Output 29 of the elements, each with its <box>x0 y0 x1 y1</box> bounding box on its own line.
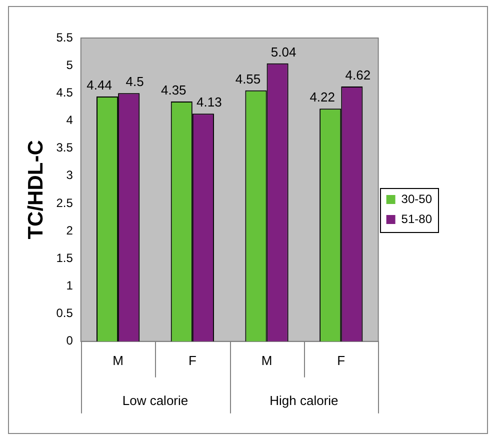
data-label: 4.35 <box>160 82 186 98</box>
y-tick-label: 1.5 <box>56 250 74 265</box>
y-tick-label: 3.5 <box>56 140 74 155</box>
text: High calorie <box>270 392 338 408</box>
data-label: 5.04 <box>270 44 296 60</box>
data-label: 4.44 <box>86 78 112 93</box>
y-tick-label: 0 <box>66 334 74 348</box>
y-tick-label: 4 <box>66 113 74 128</box>
legend-label: 51-80 <box>401 212 432 226</box>
legend-label: 30-50 <box>401 192 432 206</box>
x-tick-label: M <box>112 352 124 368</box>
y-tick-label: 2 <box>66 223 74 238</box>
text: Low calorie <box>122 392 188 408</box>
y-tick-label: 5.5 <box>56 30 74 44</box>
data-label: 4.55 <box>235 71 261 86</box>
data-label: 4.62 <box>345 68 371 83</box>
data-label: 4.22 <box>310 90 336 105</box>
data-label: 4.13 <box>196 94 222 110</box>
y-tick-label: 3 <box>66 168 74 182</box>
y-tick-label: 5 <box>66 58 74 72</box>
x-tick-label: M <box>261 352 272 368</box>
y-axis-title: TC/HDL-C <box>24 140 48 240</box>
x-tick-label: F <box>337 352 346 368</box>
y-tick-label: 2.5 <box>56 196 74 210</box>
x-tick-label: F <box>188 352 196 368</box>
y-tick-label: 0.5 <box>56 306 74 320</box>
y-tick-label: 1 <box>66 278 74 293</box>
y-tick-label: 4.5 <box>56 85 74 100</box>
data-label: 4.5 <box>126 74 144 90</box>
